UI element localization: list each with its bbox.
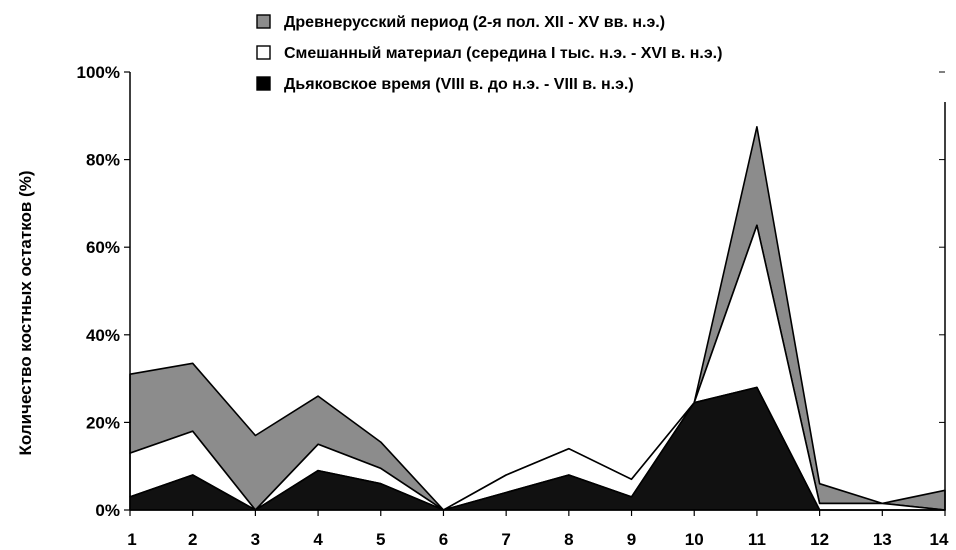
- legend-swatch: [256, 76, 271, 91]
- x-tick-label: 2: [188, 530, 197, 549]
- x-tick-label: 1: [127, 530, 136, 549]
- y-tick-label: 20%: [86, 413, 120, 432]
- x-tick-label: 6: [439, 530, 448, 549]
- x-tick-label: 4: [313, 530, 323, 549]
- x-tick-label: 5: [376, 530, 385, 549]
- axes: [124, 71, 946, 516]
- x-tick-label: 3: [251, 530, 260, 549]
- legend-label: Дьяковское время (VIII в. до н.э. - VIII…: [284, 76, 634, 93]
- legend-swatch: [256, 14, 271, 29]
- y-tick-label: 100%: [77, 63, 120, 82]
- legend: Древнерусский период (2-я пол. XII - XV …: [256, 14, 722, 93]
- x-tick-label: 13: [873, 530, 892, 549]
- y-tick-label: 0%: [95, 501, 120, 520]
- x-tick-labels: 1 2 3 4 5 6 7 8 9 10 11 12 13 14: [127, 530, 949, 549]
- x-tick-label: 9: [627, 530, 636, 549]
- grid: [939, 71, 945, 511]
- x-tick-label: 11: [748, 530, 766, 549]
- area-series-1: [129, 126, 946, 511]
- area-series: [129, 126, 946, 511]
- legend-label: Смешанный материал (середина I тыс. н.э.…: [284, 45, 722, 62]
- y-tick-label: 60%: [86, 238, 120, 257]
- y-tick-labels: 0% 20% 40% 60% 80% 100%: [77, 63, 120, 520]
- x-tick-label: 7: [501, 530, 510, 549]
- x-tick-label: 14: [930, 530, 949, 549]
- y-tick-label: 80%: [86, 151, 120, 170]
- legend-swatch: [256, 45, 271, 60]
- y-axis-title: Количество костных остатков (%): [16, 171, 35, 456]
- x-tick-label: 8: [564, 530, 573, 549]
- y-tick-label: 40%: [86, 326, 120, 345]
- x-tick-label: 10: [685, 530, 704, 549]
- x-tick-label: 12: [810, 530, 829, 549]
- legend-label: Древнерусский период (2-я пол. XII - XV …: [284, 14, 665, 31]
